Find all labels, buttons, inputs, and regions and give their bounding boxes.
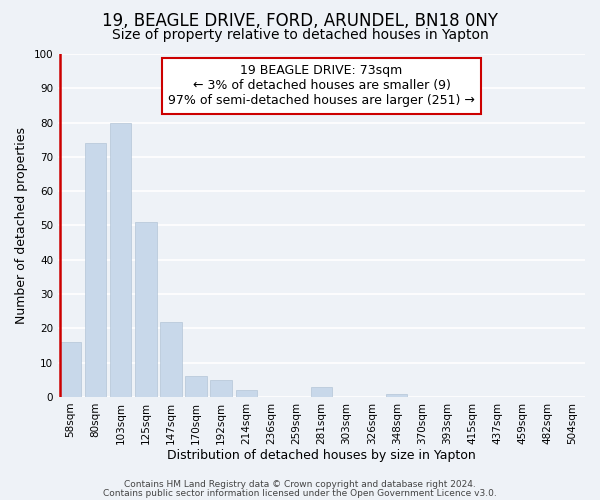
Bar — [311, 386, 332, 397]
Text: Contains public sector information licensed under the Open Government Licence v3: Contains public sector information licen… — [103, 488, 497, 498]
Bar — [160, 322, 182, 397]
Bar — [135, 222, 157, 397]
Bar — [110, 122, 131, 397]
Bar — [60, 342, 81, 397]
Bar — [386, 394, 407, 397]
Bar — [185, 376, 207, 397]
Text: Contains HM Land Registry data © Crown copyright and database right 2024.: Contains HM Land Registry data © Crown c… — [124, 480, 476, 489]
Bar — [236, 390, 257, 397]
Y-axis label: Number of detached properties: Number of detached properties — [15, 127, 28, 324]
Bar — [85, 143, 106, 397]
X-axis label: Distribution of detached houses by size in Yapton: Distribution of detached houses by size … — [167, 450, 476, 462]
Text: 19, BEAGLE DRIVE, FORD, ARUNDEL, BN18 0NY: 19, BEAGLE DRIVE, FORD, ARUNDEL, BN18 0N… — [102, 12, 498, 30]
Text: Size of property relative to detached houses in Yapton: Size of property relative to detached ho… — [112, 28, 488, 42]
Text: 19 BEAGLE DRIVE: 73sqm
← 3% of detached houses are smaller (9)
97% of semi-detac: 19 BEAGLE DRIVE: 73sqm ← 3% of detached … — [168, 64, 475, 108]
Bar — [211, 380, 232, 397]
